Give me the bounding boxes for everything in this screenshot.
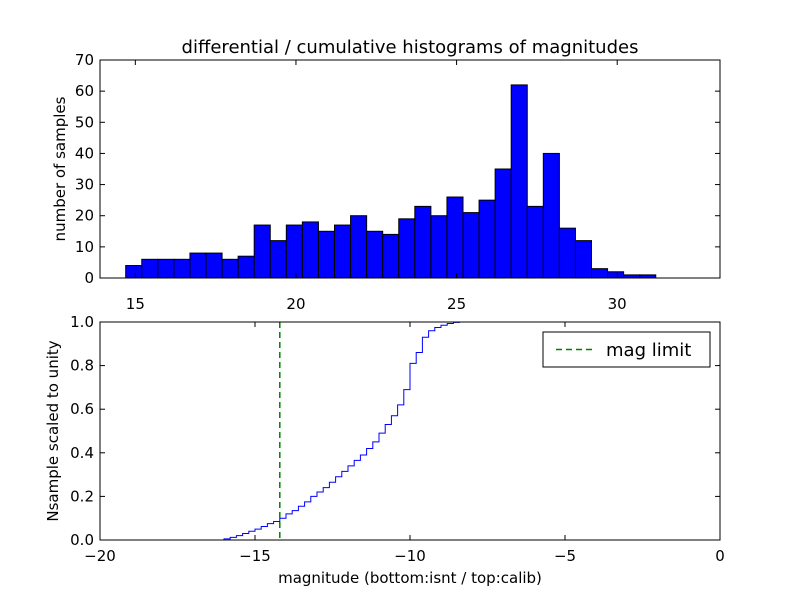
histogram-bar bbox=[478, 199, 496, 279]
x-tick-label: 25 bbox=[447, 295, 466, 313]
y-tick-label: 1.0 bbox=[70, 313, 94, 331]
histogram-bar bbox=[334, 224, 352, 279]
histogram-bar bbox=[446, 196, 464, 279]
legend-label-mag-limit: mag limit bbox=[606, 340, 691, 361]
x-tick-label: 0 bbox=[715, 547, 725, 565]
histogram-bar bbox=[510, 84, 528, 279]
top-y-ticks: 0 10 20 30 40 50 60 70 bbox=[75, 51, 720, 287]
x-tick-label: −20 bbox=[84, 547, 116, 565]
histogram-bar bbox=[574, 240, 593, 279]
y-tick-label: 20 bbox=[75, 207, 94, 225]
bottom-panel: 0.0 0.2 0.4 0.6 0.8 1.0 −20 −15 −10 −5 0 magnitud… bbox=[44, 313, 725, 587]
histogram-bar bbox=[189, 252, 207, 279]
y-tick-label: 10 bbox=[75, 238, 94, 256]
histogram-bar bbox=[526, 205, 544, 279]
y-tick-label: 50 bbox=[75, 113, 94, 131]
y-tick-label: 60 bbox=[75, 82, 94, 100]
histogram-bar bbox=[237, 255, 255, 279]
x-tick-label: −15 bbox=[239, 547, 271, 565]
legend: mag limit bbox=[542, 331, 711, 368]
x-tick-label: 30 bbox=[608, 295, 627, 313]
y-tick-label: 0.6 bbox=[70, 400, 94, 418]
cumulative-step-line bbox=[100, 321, 720, 541]
y-tick-label: 0.0 bbox=[70, 531, 94, 549]
x-tick-label: 15 bbox=[126, 295, 145, 313]
histogram-bar bbox=[398, 218, 416, 279]
histogram-bar bbox=[221, 258, 239, 279]
x-tick-label: −10 bbox=[394, 547, 426, 565]
histogram-bar bbox=[269, 240, 287, 279]
y-tick-label: 0.4 bbox=[70, 444, 94, 462]
histogram-bar bbox=[205, 252, 223, 279]
top-panel: differential / cumulative histograms of … bbox=[51, 37, 721, 313]
histogram-bar bbox=[382, 233, 400, 279]
histogram-bar bbox=[430, 215, 448, 279]
y-tick-label: 0.2 bbox=[70, 487, 94, 505]
bottom-plot-frame bbox=[99, 321, 721, 541]
top-plot-frame bbox=[99, 59, 721, 279]
top-bars bbox=[125, 84, 657, 279]
histogram-bar bbox=[173, 258, 191, 279]
chart-title: differential / cumulative histograms of … bbox=[182, 37, 639, 58]
x-tick-label: 20 bbox=[286, 295, 305, 313]
histogram-bar bbox=[141, 258, 159, 279]
bottom-x-ticks: −20 −15 −10 −5 0 bbox=[84, 322, 725, 565]
histogram-bar bbox=[253, 224, 271, 279]
histogram-bar bbox=[317, 230, 336, 279]
x-tick-label: −5 bbox=[554, 547, 576, 565]
histogram-bar bbox=[301, 221, 319, 279]
histogram-bar bbox=[350, 215, 368, 279]
bottom-x-axis-label: magnitude (bottom:isnt / top:calib) bbox=[278, 569, 542, 587]
histogram-bar bbox=[494, 168, 512, 279]
histogram-bar bbox=[591, 268, 609, 279]
y-tick-label: 30 bbox=[75, 176, 94, 194]
top-x-ticks: 15 20 25 30 bbox=[126, 60, 627, 313]
histogram-bar bbox=[125, 265, 143, 279]
histogram-bar bbox=[607, 271, 625, 279]
histogram-bar bbox=[285, 224, 303, 279]
histogram-bar bbox=[414, 205, 432, 279]
histogram-bar bbox=[366, 230, 384, 279]
histogram-bar bbox=[558, 227, 576, 279]
histogram-bar bbox=[462, 212, 480, 279]
y-tick-label: 40 bbox=[75, 144, 94, 162]
bottom-y-ticks: 0.0 0.2 0.4 0.6 0.8 1.0 bbox=[70, 313, 720, 549]
y-tick-label: 0 bbox=[84, 269, 94, 287]
bottom-y-axis-label: Nsample scaled to unity bbox=[44, 340, 62, 521]
top-y-axis-label: number of samples bbox=[51, 96, 69, 241]
histogram-bar bbox=[157, 258, 175, 279]
histogram-bar bbox=[542, 152, 560, 279]
y-tick-label: 70 bbox=[75, 51, 94, 69]
y-tick-label: 0.8 bbox=[70, 357, 94, 375]
